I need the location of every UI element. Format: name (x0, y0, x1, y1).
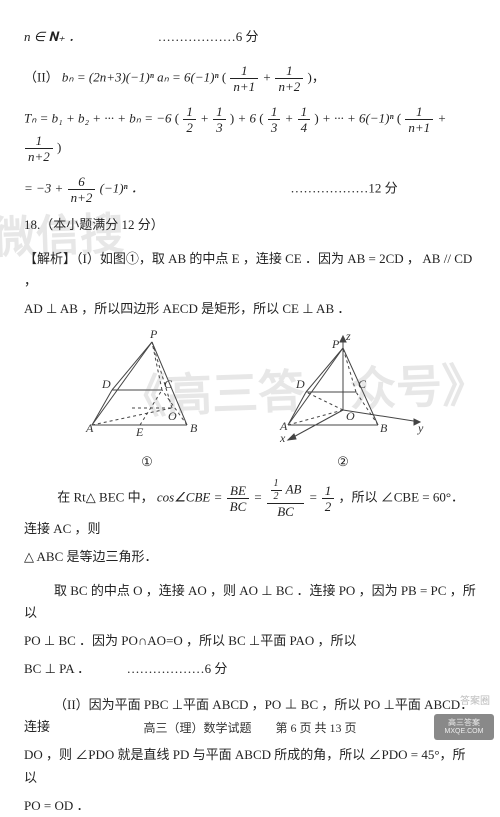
frac-BE-BC: BEBC (227, 484, 250, 513)
score-12: 12 分 (368, 181, 397, 196)
figure-1-label: ① (72, 451, 222, 473)
II-prefix: （II） (24, 70, 59, 85)
frac-6-n2: 6n+2 (68, 175, 96, 204)
eq2: = (309, 489, 318, 504)
frac-halfAB-BC: 12 AB BC (267, 479, 305, 518)
takeO-3a: BC ⊥ PA ． (24, 661, 90, 676)
figure-row: A B C D E O P ① (24, 330, 476, 472)
line-Tn: Tₙ = b₁ + b₂ + ··· + bₙ = −6 ( 12 + 13 )… (24, 105, 476, 163)
takeO-1: 取 BC 的中点 O ，连接 AO ，则 AO ⊥ BC ．连接 PO ，因为 … (24, 580, 476, 624)
svg-text:O: O (168, 409, 177, 423)
takeO-2: PO ⊥ BC ．因为 PO∩AO=O ，所以 BC ⊥平面 PAO ，所以 (24, 630, 476, 652)
svg-text:E: E (135, 425, 144, 439)
frac-1-n1: 1n+1 (230, 64, 258, 93)
frac-g3a: 1n+1 (405, 105, 433, 134)
figure-1-wrap: A B C D E O P ① (72, 330, 222, 472)
svg-text:C: C (358, 377, 367, 391)
p18-header: 18.（本小题满分 12 分） (24, 214, 476, 236)
svg-text:P: P (149, 330, 158, 341)
cos-lhs: cos∠CBE = (157, 489, 223, 504)
Tn-mid1: + 6 (237, 111, 256, 126)
line-bn: （II） bₙ = (2n+3)(−1)ⁿ aₙ = 6(−1)ⁿ ( 1n+1… (24, 64, 476, 93)
dots-6: ……………… (158, 29, 236, 44)
expr-n-in-N: n ∈ 𝐍₊ ． (24, 29, 81, 44)
page-footer: 高三（理）数学试题 第 6 页 共 13 页 (0, 718, 500, 738)
frac-g2b: 14 (298, 105, 311, 134)
result-tail: (−1)ⁿ ． (100, 181, 144, 196)
partII-2: DO ，则 ∠PDO 就是直线 PD 与平面 ABCD 所成的角，所以 ∠PDO… (24, 744, 476, 788)
frac-g1a: 12 (183, 105, 196, 134)
badge-main: 高三答案 MXQE.COM (434, 714, 494, 740)
figure-1: A B C D E O P (72, 330, 222, 445)
svg-text:A: A (279, 419, 288, 433)
frac-g3b: 1n+2 (25, 134, 53, 163)
analysis-I-1: 【解析】（I）如图①，取 AB 的中点 E ，连接 CE ．因为 AB = 2C… (24, 248, 476, 292)
partII-3: PO = OD ． (24, 795, 476, 817)
svg-text:B: B (190, 421, 198, 435)
frac-1-2: 12 (322, 484, 335, 513)
line-result: = −3 + 6n+2 (−1)ⁿ ． ………………12 分 (24, 175, 476, 204)
svg-text:C: C (164, 377, 173, 391)
score-6b: 6 分 (205, 661, 228, 676)
badge-top-text: 高三答案 (448, 719, 480, 728)
rt-prefix: 在 Rt△ BEC 中， (57, 489, 153, 504)
figure-2: z y x A B C D O P (258, 330, 428, 445)
plus-1: + (262, 70, 271, 85)
Tn-mid2: + ··· + 6(−1)ⁿ (322, 111, 394, 126)
svg-text:y: y (417, 421, 424, 435)
figure-2-label: ② (258, 451, 428, 473)
frac-g2a: 13 (268, 105, 281, 134)
svg-text:D: D (101, 377, 111, 391)
rt-line: 在 Rt△ BEC 中， cos∠CBE = BEBC = 12 AB BC =… (24, 479, 476, 540)
score-6: 6 分 (236, 29, 259, 44)
badge-sub: 答案圈 (460, 693, 490, 710)
svg-text:z: z (345, 330, 351, 343)
result-lhs: = −3 + (24, 181, 63, 196)
dots-6b: ……………… (127, 661, 205, 676)
svg-text:B: B (380, 421, 388, 435)
eq1: = (254, 489, 263, 504)
bn-tail: ， (312, 70, 325, 85)
frac-g1b: 13 (213, 105, 226, 134)
Tn-lhs: Tₙ = b₁ + b₂ + ··· + bₙ = −6 (24, 111, 172, 126)
abc-line: △ ABC 是等边三角形． (24, 546, 476, 568)
svg-text:P: P (331, 337, 340, 351)
line-n-in-N: n ∈ 𝐍₊ ． ………………6 分 (24, 26, 476, 48)
svg-text:D: D (295, 377, 305, 391)
bn-expr: bₙ = (2n+3)(−1)ⁿ aₙ = 6(−1)ⁿ (62, 70, 219, 85)
frac-1-n2: 1n+2 (275, 64, 303, 93)
svg-text:O: O (346, 409, 355, 423)
analysis-I-2: AD ⊥ AB ，所以四边形 AECD 是矩形，所以 CE ⊥ AB ． (24, 298, 476, 320)
figure-2-wrap: z y x A B C D O P ② (258, 330, 428, 472)
dots-12: ……………… (290, 181, 368, 196)
svg-text:x: x (279, 431, 286, 445)
svg-text:A: A (85, 421, 94, 435)
takeO-3: BC ⊥ PA ． ………………6 分 (24, 658, 476, 680)
